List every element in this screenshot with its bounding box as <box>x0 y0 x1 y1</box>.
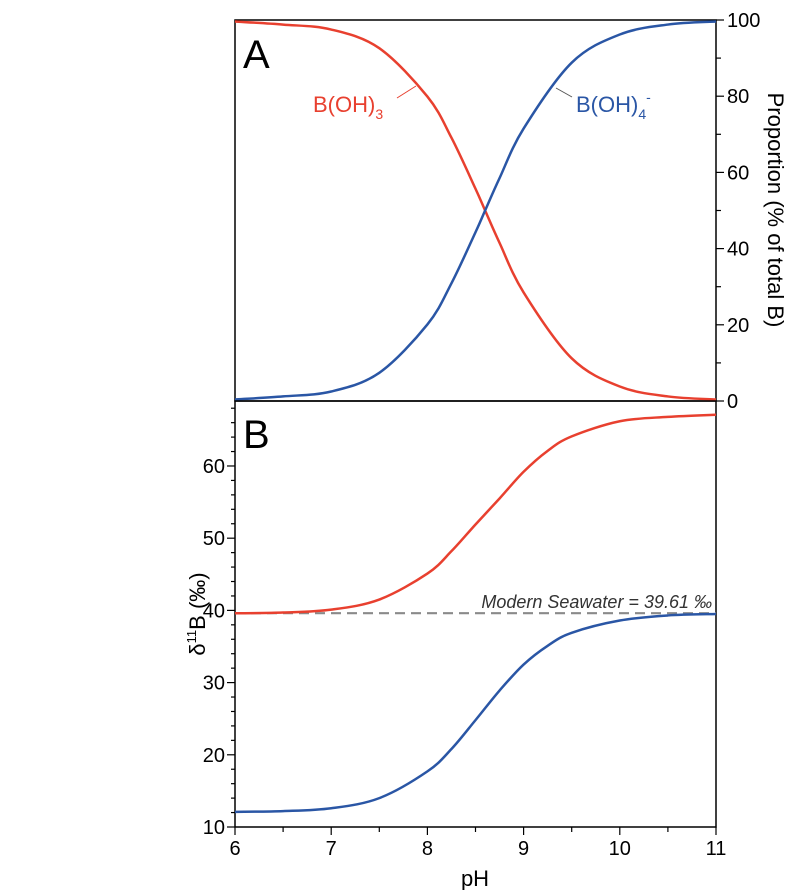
panel-b: B 10 20 30 40 50 60 6 7 8 9 10 11 Modern Seawater … <box>184 400 726 890</box>
panel-b-series <box>234 413 717 814</box>
blue-series-label-sub: 4 <box>638 106 646 122</box>
blue-series-label-sup: - <box>646 89 651 105</box>
panel-a-y-tick-label: 20 <box>727 315 749 337</box>
red-series-leader-line <box>396 85 417 99</box>
panel-b-y-tick-label: 40 <box>203 600 225 622</box>
panel-a-frame <box>234 19 717 402</box>
panel-b-x-tick-label: 6 <box>229 838 240 860</box>
blue-series-label: B(OH)4- <box>576 89 651 122</box>
panel-b-y-tick-label: 60 <box>203 456 225 478</box>
panel-b-y-tick-label: 20 <box>203 745 225 767</box>
panel-a-label: A <box>243 33 270 77</box>
panel-b-y-ticks: 10 20 30 40 50 60 <box>203 407 235 839</box>
panel-b-x-tick-label: 7 <box>326 838 337 860</box>
panel-b-series-line-1 <box>234 612 717 814</box>
panel-a-y-tick-label: 100 <box>727 10 760 32</box>
panel-a-series-line-0 <box>234 20 717 401</box>
red-series-label-sub: 3 <box>375 106 383 122</box>
panel-a-series-line-1 <box>234 20 717 401</box>
panel-a-y-tick-label: 60 <box>727 162 749 184</box>
panel-b-series-line-0 <box>234 413 717 615</box>
blue-series-label-base: B(OH) <box>576 92 638 117</box>
panel-a-y-ticks: 0 20 40 60 80 100 <box>716 10 760 413</box>
borate-legend-blue: B(OH)4- <box>555 87 651 122</box>
y-label-rest: B (‰) <box>185 572 210 629</box>
red-series-label: B(OH)3 <box>313 92 383 122</box>
panel-b-x-ticks: 6 7 8 9 10 11 <box>229 827 726 860</box>
panel-b-x-tick-label: 10 <box>609 838 631 860</box>
panel-b-label: B <box>243 413 270 457</box>
panel-b-y-tick-label: 30 <box>203 673 225 695</box>
panel-a-y-axis-label: Proportion (% of total B) <box>763 93 788 328</box>
y-label-superscript: 11 <box>184 630 199 644</box>
borate-legend-red: B(OH)3 <box>313 85 417 122</box>
panel-a-series <box>234 20 717 401</box>
modern-seawater-label: Modern Seawater = 39.61 ‰ <box>481 592 712 612</box>
panel-b-y-axis-label: δ11B (‰) <box>184 572 210 655</box>
panel-a-y-tick-label: 80 <box>727 86 749 108</box>
panel-b-y-tick-label: 10 <box>203 817 225 839</box>
blue-series-leader-line <box>555 87 573 98</box>
panel-b-y-tick-label: 50 <box>203 528 225 550</box>
red-series-label-base: B(OH) <box>313 92 375 117</box>
panel-b-x-tick-label: 9 <box>518 838 529 860</box>
panel-b-x-tick-label: 11 <box>706 838 727 860</box>
panel-a-y-tick-label: 0 <box>727 391 738 413</box>
y-label-delta: δ <box>185 643 210 655</box>
panel-b-x-axis-label: pH <box>461 866 489 890</box>
panel-a-y-tick-label: 40 <box>727 239 749 261</box>
panel-b-x-tick-label: 8 <box>422 838 433 860</box>
